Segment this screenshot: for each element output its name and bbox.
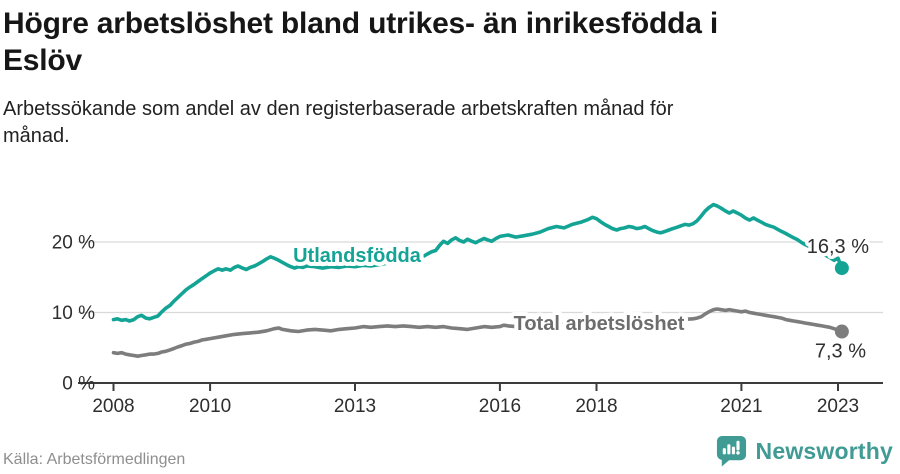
header: Högre arbetslöshet bland utrikes- än inr… <box>3 5 897 150</box>
end-value-label-utlandsfodda: 16,3 % <box>807 236 869 258</box>
chart-subtitle: Arbetssökande som andel av den registerb… <box>3 96 897 150</box>
x-tick-label: 2016 <box>479 396 521 417</box>
logo-bar-1 <box>722 448 726 455</box>
logo-bar-2 <box>726 444 730 455</box>
x-tick-label: 2008 <box>92 396 134 417</box>
x-tick-label: 2021 <box>720 396 762 417</box>
y-tick-label: 20 % <box>52 233 95 254</box>
source-credit: Källa: Arbetsförmedlingen <box>3 451 186 468</box>
page-title: Högre arbetslöshet bland utrikes- än inr… <box>3 5 897 79</box>
title-line-2: Eslöv <box>3 44 83 77</box>
end-value-label-total: 7,3 % <box>815 341 866 363</box>
end-dot-total <box>834 324 849 339</box>
logo-bar-3 <box>731 446 735 455</box>
newsworthy-logo-icon <box>716 435 746 467</box>
y-tick-label: 0 % <box>62 374 95 395</box>
x-tick-label: 2018 <box>575 396 617 417</box>
series-line-total <box>111 307 844 359</box>
subtitle-line-2: månad. <box>3 125 70 147</box>
logo-bubble-shape <box>716 435 746 467</box>
series-label-utlandsfodda: Utlandsfödda <box>293 245 422 267</box>
logo-exclamation-bar <box>735 440 740 451</box>
subtitle-line-1: Arbetssökande som andel av den registerb… <box>3 98 674 120</box>
newsworthy-logo: Newsworthy <box>715 434 893 468</box>
series-line-utlandsfodda <box>111 202 844 323</box>
x-tick-label: 2010 <box>189 396 231 417</box>
logo-exclamation-dot <box>735 451 740 455</box>
y-tick-label: 10 % <box>52 303 95 324</box>
logo-wordmark: Newsworthy <box>755 437 893 464</box>
title-line-1: Högre arbetslöshet bland utrikes- än inr… <box>3 7 718 40</box>
series-label-total: Total arbetslöshet <box>514 313 685 335</box>
x-tick-label: 2023 <box>817 396 859 417</box>
end-dot-utlandsfodda <box>834 261 849 276</box>
x-tick-label: 2013 <box>334 396 376 417</box>
